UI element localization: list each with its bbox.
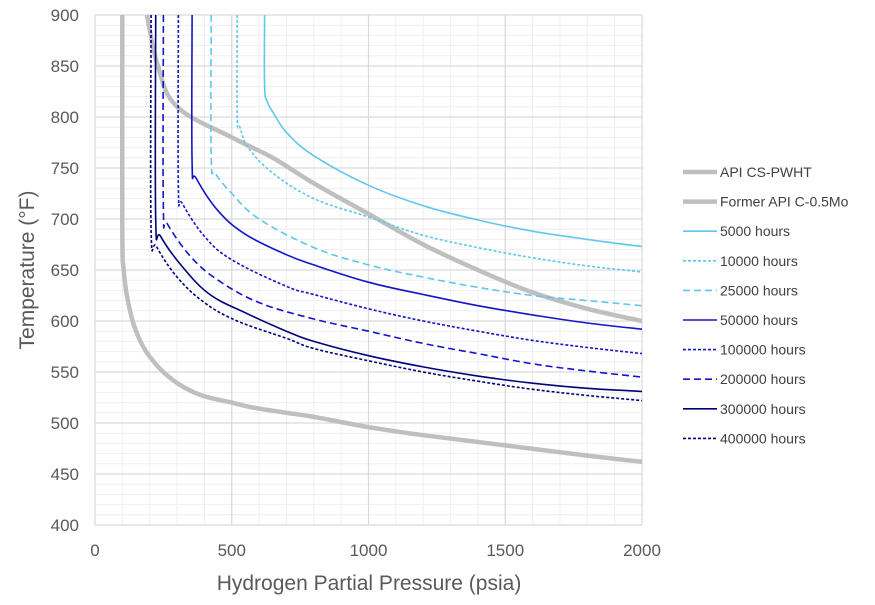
legend: API CS-PWHT Former API C-0.5Mo 5000 hours 1… [683,164,849,446]
series-line-50000-hours [190,14,643,330]
legend-item: API CS-PWHT [683,164,812,180]
x-axis-ticks: 0 500 1000 1500 2000 [90,541,661,560]
y-tick-label: 900 [51,6,79,25]
x-tick-label: 1500 [486,541,524,560]
legend-label: 5000 hours [720,223,790,239]
series-line-5000-hours [263,14,643,248]
y-tick-label: 700 [51,210,79,229]
legend-label: 100000 hours [720,342,806,358]
legend-item: 5000 hours [683,223,790,239]
legend-item: 50000 hours [683,312,798,328]
y-tick-label: 650 [51,261,79,280]
y-tick-label: 850 [51,57,79,76]
legend-label: 400000 hours [720,430,806,446]
x-tick-label: 1000 [350,541,388,560]
legend-item: 10000 hours [683,253,798,269]
y-tick-label: 400 [51,516,79,535]
legend-label: 50000 hours [720,312,798,328]
y-tick-label: 450 [51,465,79,484]
series-line-10000-hours [236,14,643,273]
major-gridlines [94,14,643,526]
x-tick-label: 500 [218,541,246,560]
legend-item: 400000 hours [683,430,806,446]
y-tick-label: 800 [51,108,79,127]
series-line-25000-hours [210,14,643,307]
series-line-former-api-c-0-5mo [144,14,643,324]
legend-item: 200000 hours [683,371,806,387]
legend-item: Former API C-0.5Mo [683,194,849,210]
x-axis-title: Hydrogen Partial Pressure (psia) [217,572,522,595]
y-tick-label: 550 [51,363,79,382]
y-tick-label: 500 [51,414,79,433]
y-axis-ticks: 400 450 500 550 600 650 700 750 800 850 900 [51,6,79,535]
legend-label: 25000 hours [720,282,798,298]
legend-label: 300000 hours [720,401,806,417]
series-line-200000-hours [162,14,643,378]
series-line-300000-hours [154,14,643,393]
legend-label: 200000 hours [720,371,806,387]
y-tick-label: 750 [51,159,79,178]
series-line-100000-hours [177,14,643,355]
legend-label: Former API C-0.5Mo [720,194,849,210]
y-tick-label: 600 [51,312,79,331]
legend-item: 300000 hours [683,401,806,417]
legend-item: 100000 hours [683,342,806,358]
x-tick-label: 0 [90,541,99,560]
series-line-400000-hours [149,14,643,402]
series-line-api-cs-pwht [119,14,643,465]
legend-label: API CS-PWHT [720,164,812,180]
legend-item: 25000 hours [683,282,798,298]
series-lines [119,14,643,465]
legend-label: 10000 hours [720,253,798,269]
y-axis-title: Temperature (°F) [16,191,39,350]
x-tick-label: 2000 [623,541,661,560]
